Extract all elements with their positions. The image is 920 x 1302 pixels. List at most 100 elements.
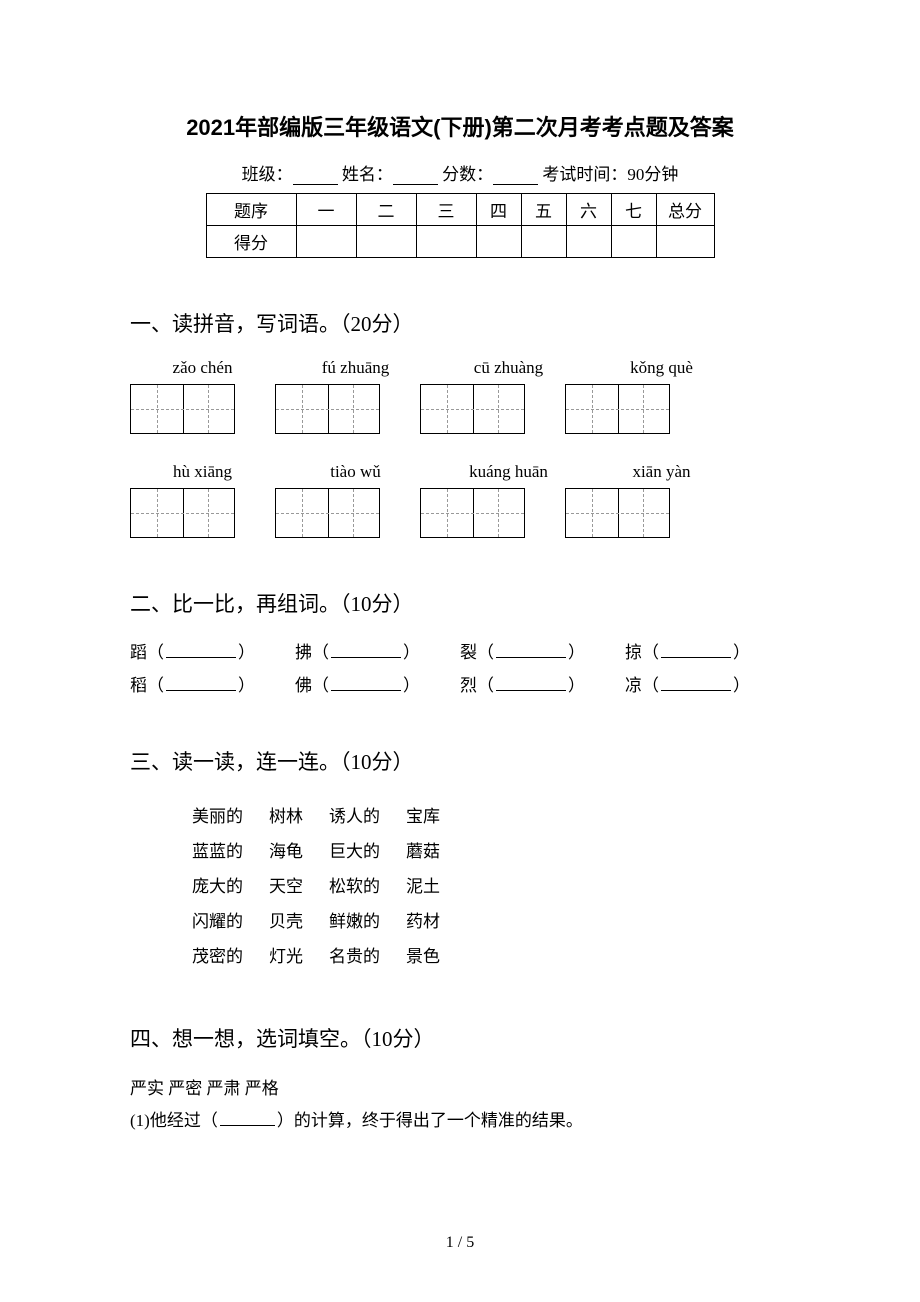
word-blank[interactable] [661, 675, 731, 691]
section2-heading: 二、比一比，再组词。（10分） [130, 588, 790, 618]
compare-char: 裂 [460, 638, 477, 663]
score-cell[interactable] [476, 226, 521, 258]
match-cell: 闪耀的 [192, 903, 267, 936]
compare-item: 烈（） [460, 671, 585, 696]
word-blank[interactable] [496, 675, 566, 691]
match-cell: 灯光 [269, 938, 327, 971]
match-cell: 宝库 [406, 798, 464, 831]
compare-char: 拂 [295, 638, 312, 663]
match-cell: 松软的 [329, 868, 404, 901]
compare-item: 凉（） [625, 671, 750, 696]
header-cell: 五 [521, 194, 566, 226]
table-row: 得分 [206, 226, 714, 258]
answer-blank[interactable] [220, 1110, 275, 1126]
match-cell: 泥土 [406, 868, 464, 901]
header-cell: 六 [566, 194, 611, 226]
class-label: 班级： [242, 165, 293, 184]
match-cell: 蓝蓝的 [192, 833, 267, 866]
compare-char: 稻 [130, 671, 147, 696]
q1-before: (1)他经过（ [130, 1111, 218, 1130]
name-label: 姓名： [342, 165, 393, 184]
word-blank[interactable] [166, 675, 236, 691]
match-cell: 庞大的 [192, 868, 267, 901]
word-blank[interactable] [496, 642, 566, 658]
char-write-box[interactable] [275, 384, 380, 434]
compare-row: 稻（） 佛（） 烈（） 凉（） [130, 671, 790, 696]
compare-char: 烈 [460, 671, 477, 696]
score-cell: 得分 [206, 226, 296, 258]
question-line: (1)他经过（ ）的计算，终于得出了一个精准的结果。 [130, 1105, 790, 1137]
score-cell[interactable] [656, 226, 714, 258]
score-table: 题序 一 二 三 四 五 六 七 总分 得分 [206, 193, 715, 258]
char-box-row [130, 488, 790, 538]
pinyin-label: fú zhuāng [303, 358, 408, 378]
page-number: 1 / 5 [0, 1234, 920, 1252]
compare-char: 蹈 [130, 638, 147, 663]
char-write-box[interactable] [130, 384, 235, 434]
pinyin-label: kǒng què [609, 358, 714, 378]
word-blank[interactable] [331, 675, 401, 691]
word-blank[interactable] [331, 642, 401, 658]
match-cell: 诱人的 [329, 798, 404, 831]
name-blank[interactable] [393, 167, 438, 185]
pinyin-label: tiào wǔ [303, 462, 408, 482]
header-cell: 总分 [656, 194, 714, 226]
pinyin-label: cū zhuàng [456, 358, 561, 378]
table-row: 蓝蓝的海龟巨大的蘑菇 [192, 833, 464, 866]
score-cell[interactable] [416, 226, 476, 258]
compare-item: 蹈（） [130, 638, 255, 663]
char-write-box[interactable] [275, 488, 380, 538]
char-write-box[interactable] [420, 384, 525, 434]
time-label: 考试时间：90分钟 [542, 165, 678, 184]
score-cell[interactable] [296, 226, 356, 258]
header-cell: 四 [476, 194, 521, 226]
exam-title: 2021年部编版三年级语文(下册)第二次月考考点题及答案 [130, 110, 790, 142]
table-row: 庞大的天空松软的泥土 [192, 868, 464, 901]
header-cell: 三 [416, 194, 476, 226]
match-cell: 茂密的 [192, 938, 267, 971]
char-write-box[interactable] [420, 488, 525, 538]
compare-item: 拂（） [295, 638, 420, 663]
score-cell[interactable] [611, 226, 656, 258]
match-cell: 景色 [406, 938, 464, 971]
compare-item: 稻（） [130, 671, 255, 696]
match-table: 美丽的树林诱人的宝库 蓝蓝的海龟巨大的蘑菇 庞大的天空松软的泥土 闪耀的贝壳鲜嫩… [190, 796, 466, 973]
char-box-row [130, 384, 790, 434]
header-cell: 七 [611, 194, 656, 226]
word-blank[interactable] [166, 642, 236, 658]
word-blank[interactable] [661, 642, 731, 658]
pinyin-row: hù xiāng tiào wǔ kuáng huān xiān yàn [130, 462, 790, 482]
char-write-box[interactable] [565, 384, 670, 434]
class-blank[interactable] [293, 167, 338, 185]
section4-heading: 四、想一想，选词填空。（10分） [130, 1023, 790, 1053]
char-write-box[interactable] [565, 488, 670, 538]
char-write-box[interactable] [130, 488, 235, 538]
info-line: 班级： 姓名： 分数： 考试时间：90分钟 [130, 160, 790, 185]
header-cell: 二 [356, 194, 416, 226]
compare-item: 裂（） [460, 638, 585, 663]
score-blank[interactable] [493, 167, 538, 185]
table-row: 茂密的灯光名贵的景色 [192, 938, 464, 971]
pinyin-row: zǎo chén fú zhuāng cū zhuàng kǒng què [130, 358, 790, 378]
score-cell[interactable] [356, 226, 416, 258]
pinyin-label: xiān yàn [609, 462, 714, 482]
q1-after: ）的计算，终于得出了一个精准的结果。 [277, 1111, 583, 1130]
score-cell[interactable] [521, 226, 566, 258]
word-bank: 严实 严密 严肃 严格 [130, 1073, 790, 1105]
match-cell: 名贵的 [329, 938, 404, 971]
score-cell[interactable] [566, 226, 611, 258]
compare-item: 佛（） [295, 671, 420, 696]
compare-char: 掠 [625, 638, 642, 663]
match-cell: 药材 [406, 903, 464, 936]
match-cell: 树林 [269, 798, 327, 831]
match-cell: 贝壳 [269, 903, 327, 936]
section3-heading: 三、读一读，连一连。（10分） [130, 746, 790, 776]
match-cell: 美丽的 [192, 798, 267, 831]
table-row: 美丽的树林诱人的宝库 [192, 798, 464, 831]
pinyin-label: zǎo chén [150, 358, 255, 378]
score-label: 分数： [442, 165, 493, 184]
compare-row: 蹈（） 拂（） 裂（） 掠（） [130, 638, 790, 663]
table-row: 闪耀的贝壳鲜嫩的药材 [192, 903, 464, 936]
compare-char: 佛 [295, 671, 312, 696]
compare-item: 掠（） [625, 638, 750, 663]
